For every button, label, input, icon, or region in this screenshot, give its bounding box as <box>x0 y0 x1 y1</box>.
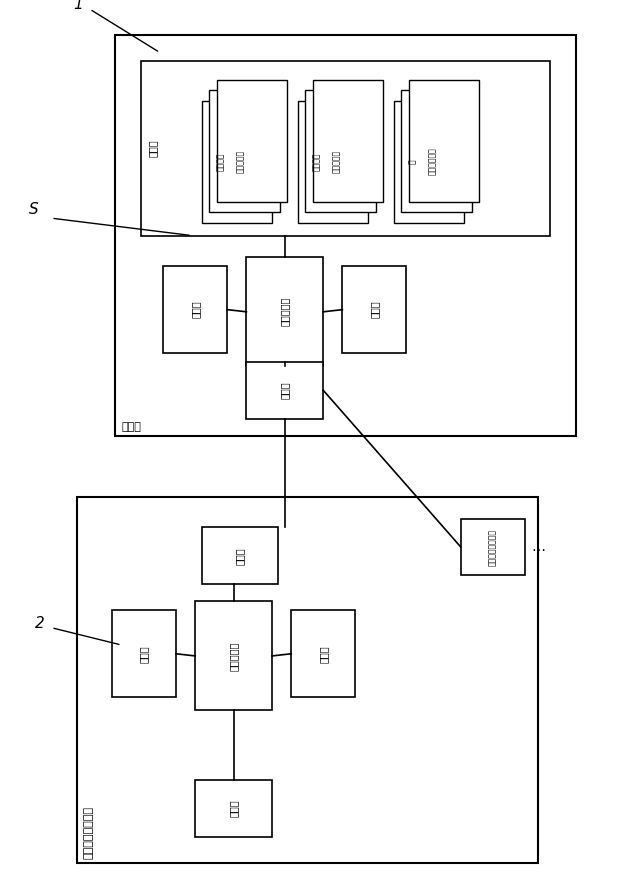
Text: 1: 1 <box>74 0 83 12</box>
FancyBboxPatch shape <box>77 497 538 863</box>
Text: タ: タ <box>408 159 417 164</box>
FancyBboxPatch shape <box>217 80 287 202</box>
FancyBboxPatch shape <box>305 90 376 212</box>
FancyBboxPatch shape <box>313 80 383 202</box>
Text: 記憶部: 記憶部 <box>147 140 157 157</box>
Text: 演算処理部: 演算処理部 <box>280 297 290 326</box>
FancyBboxPatch shape <box>461 518 525 575</box>
Text: クライアント装置: クライアント装置 <box>83 805 93 859</box>
FancyBboxPatch shape <box>291 610 355 697</box>
FancyBboxPatch shape <box>209 90 280 212</box>
Text: 2: 2 <box>35 616 45 631</box>
FancyBboxPatch shape <box>195 602 272 710</box>
FancyBboxPatch shape <box>163 266 227 353</box>
FancyBboxPatch shape <box>401 90 472 212</box>
Text: 表示部: 表示部 <box>139 645 149 662</box>
Text: 入力部: 入力部 <box>369 300 380 318</box>
Text: 演算処理部: 演算処理部 <box>228 641 239 670</box>
Text: 指導画面デー: 指導画面デー <box>428 148 436 175</box>
FancyBboxPatch shape <box>195 780 272 837</box>
FancyBboxPatch shape <box>298 100 368 222</box>
FancyBboxPatch shape <box>342 266 406 353</box>
FancyBboxPatch shape <box>202 100 272 222</box>
Text: 図面部品: 図面部品 <box>216 152 225 171</box>
Text: 表示部: 表示部 <box>190 300 200 318</box>
Text: 図面部品業: 図面部品業 <box>236 150 244 173</box>
FancyBboxPatch shape <box>409 80 479 202</box>
Text: 入力部: 入力部 <box>318 645 328 662</box>
Text: クライアント装置: クライアント装置 <box>488 529 497 565</box>
FancyBboxPatch shape <box>141 61 550 236</box>
FancyBboxPatch shape <box>246 362 323 419</box>
Text: サーバ: サーバ <box>122 421 141 431</box>
FancyBboxPatch shape <box>115 36 576 436</box>
Text: 記憶部: 記憶部 <box>228 799 239 817</box>
FancyBboxPatch shape <box>394 100 464 222</box>
FancyBboxPatch shape <box>202 527 278 584</box>
Text: S: S <box>29 202 38 217</box>
Text: 通信部: 通信部 <box>235 547 245 565</box>
FancyBboxPatch shape <box>112 610 176 697</box>
Text: 通信部: 通信部 <box>280 381 290 399</box>
Text: 参考図面: 参考図面 <box>312 152 321 171</box>
FancyBboxPatch shape <box>246 257 323 366</box>
Text: …: … <box>531 540 545 554</box>
Text: 参考図面業: 参考図面業 <box>332 150 340 173</box>
